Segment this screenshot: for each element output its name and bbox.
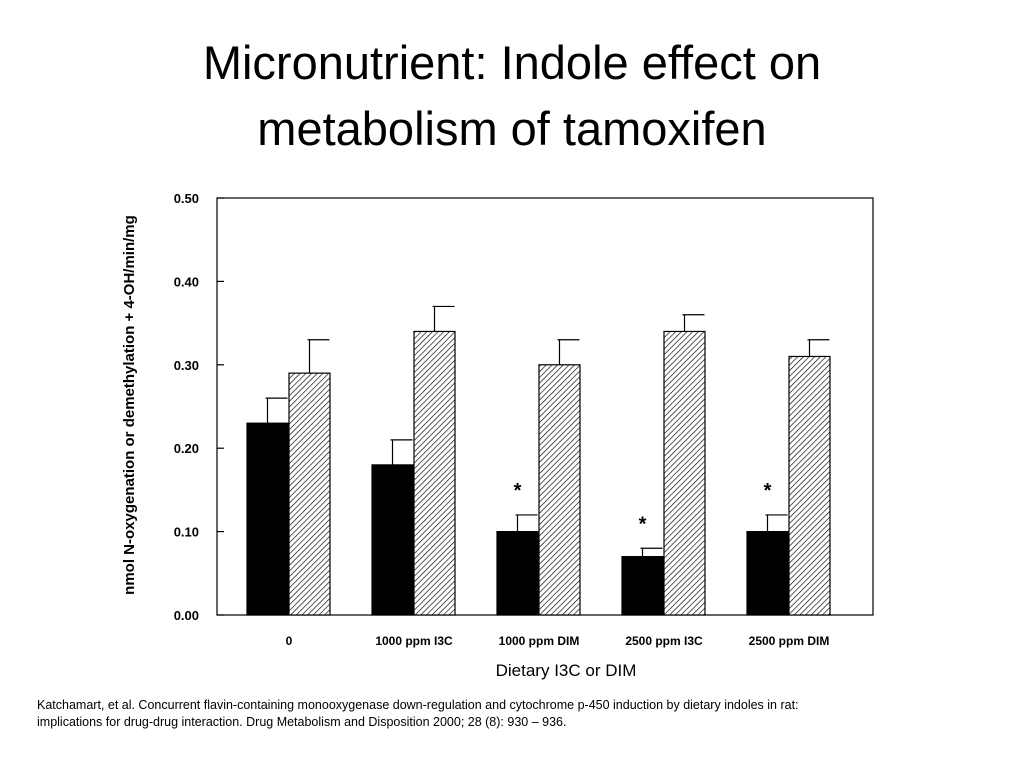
y-tick-label: 0.40: [174, 274, 199, 289]
bar-solid: [246, 422, 289, 616]
citation-line-2: implications for drug-drug interaction. …: [37, 715, 567, 729]
significance-marker: *: [514, 480, 522, 502]
bar-hatched: [288, 372, 331, 616]
y-tick-label: 0.10: [174, 525, 199, 540]
significance-marker: *: [764, 480, 772, 502]
x-tick-label: 2500 ppm DIM: [749, 634, 830, 648]
x-tick-label: 0: [286, 634, 293, 648]
x-axis-label: Dietary I3C or DIM: [496, 661, 637, 680]
y-tick-label: 0.50: [174, 191, 199, 206]
bar-solid: [371, 464, 414, 616]
y-tick-label: 0.00: [174, 608, 199, 623]
y-tick-label: 0.30: [174, 358, 199, 373]
axis-labels: nmol N-oxygenation or demethylation + 4-…: [121, 215, 636, 680]
slide-title-line-1: Micronutrient: Indole effect on: [202, 36, 822, 89]
bars-group: * * *: [246, 305, 831, 616]
x-tick-label: 1000 ppm I3C: [375, 634, 453, 648]
x-tick-label: 1000 ppm DIM: [499, 634, 580, 648]
x-axis: 0 1000 ppm I3C 1000 ppm DIM 2500 ppm I3C 250…: [286, 634, 830, 648]
bar-solid: [621, 556, 664, 616]
bar-chart: 0.00 0.10 0.20 0.30 0.40 0.50 0 1000 ppm I3C 10…: [121, 191, 874, 680]
bar-solid: [746, 530, 789, 616]
bar-solid: [496, 530, 539, 616]
bar-hatched: [663, 330, 706, 616]
citation-line-1: Katchamart, et al. Concurrent flavin-con…: [37, 698, 799, 712]
significance-marker: *: [639, 513, 647, 535]
x-tick-label: 2500 ppm I3C: [625, 634, 703, 648]
bar-hatched: [413, 330, 456, 616]
y-axis-label: nmol N-oxygenation or demethylation + 4-…: [121, 215, 138, 595]
y-axis: 0.00 0.10 0.20 0.30 0.40 0.50: [174, 191, 224, 623]
slide-title-line-2: metabolism of tamoxifen: [257, 102, 767, 155]
y-tick-label: 0.20: [174, 441, 199, 456]
bar-hatched: [538, 364, 581, 616]
bar-hatched: [788, 355, 831, 616]
